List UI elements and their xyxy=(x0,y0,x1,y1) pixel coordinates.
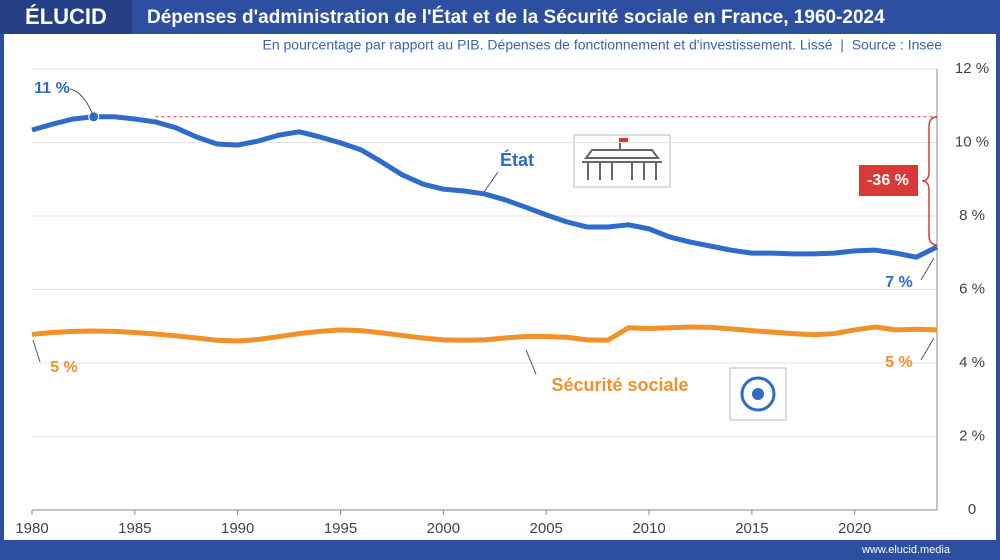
x-tick-label: 1985 xyxy=(118,520,151,537)
leader xyxy=(920,257,935,281)
leader xyxy=(32,339,41,363)
y-tick-label: 10 % xyxy=(955,133,989,150)
x-tick-label: 2015 xyxy=(735,520,768,537)
secu-icon xyxy=(729,367,787,421)
x-tick-label: 1980 xyxy=(15,520,48,537)
brand: ÉLUCID xyxy=(25,4,107,29)
y-tick-label: 4 % xyxy=(959,354,985,371)
series-label: Sécurité sociale xyxy=(551,375,688,395)
y-tick-label: 8 % xyxy=(959,207,985,224)
y-tick-label: 12 % xyxy=(955,60,989,77)
annotation: 7 % xyxy=(885,274,913,291)
y-tick-label: 6 % xyxy=(959,280,985,297)
footer: www.elucid.media xyxy=(861,544,951,556)
x-tick-label: 2010 xyxy=(632,520,665,537)
x-tick-label: 1995 xyxy=(324,520,357,537)
chart-subtitle: En pourcentage par rapport au PIB. Dépen… xyxy=(263,37,943,53)
annotation: 11 % xyxy=(34,80,70,97)
annotation: -36 % xyxy=(867,172,909,189)
leader xyxy=(69,88,95,117)
series-label: État xyxy=(500,149,534,170)
y-tick-label: 0 xyxy=(968,501,976,518)
chart-title: Dépenses d'administration de l'État et d… xyxy=(147,6,885,28)
x-tick-label: 2020 xyxy=(838,520,871,537)
x-tick-label: 2005 xyxy=(530,520,563,537)
annotation-box xyxy=(859,165,918,196)
brand-box xyxy=(0,0,132,34)
state-icon xyxy=(573,134,671,188)
series-line xyxy=(31,114,939,260)
leader xyxy=(525,349,537,375)
leader xyxy=(920,337,935,361)
annotation: 5 % xyxy=(885,354,913,371)
annotation: 5 % xyxy=(50,359,78,376)
leader xyxy=(483,171,499,193)
y-tick-label: 2 % xyxy=(959,427,985,444)
x-tick-label: 1990 xyxy=(221,520,254,537)
background xyxy=(4,34,996,540)
x-tick-label: 2000 xyxy=(427,520,460,537)
bracket xyxy=(921,116,938,246)
series-line xyxy=(31,324,938,344)
